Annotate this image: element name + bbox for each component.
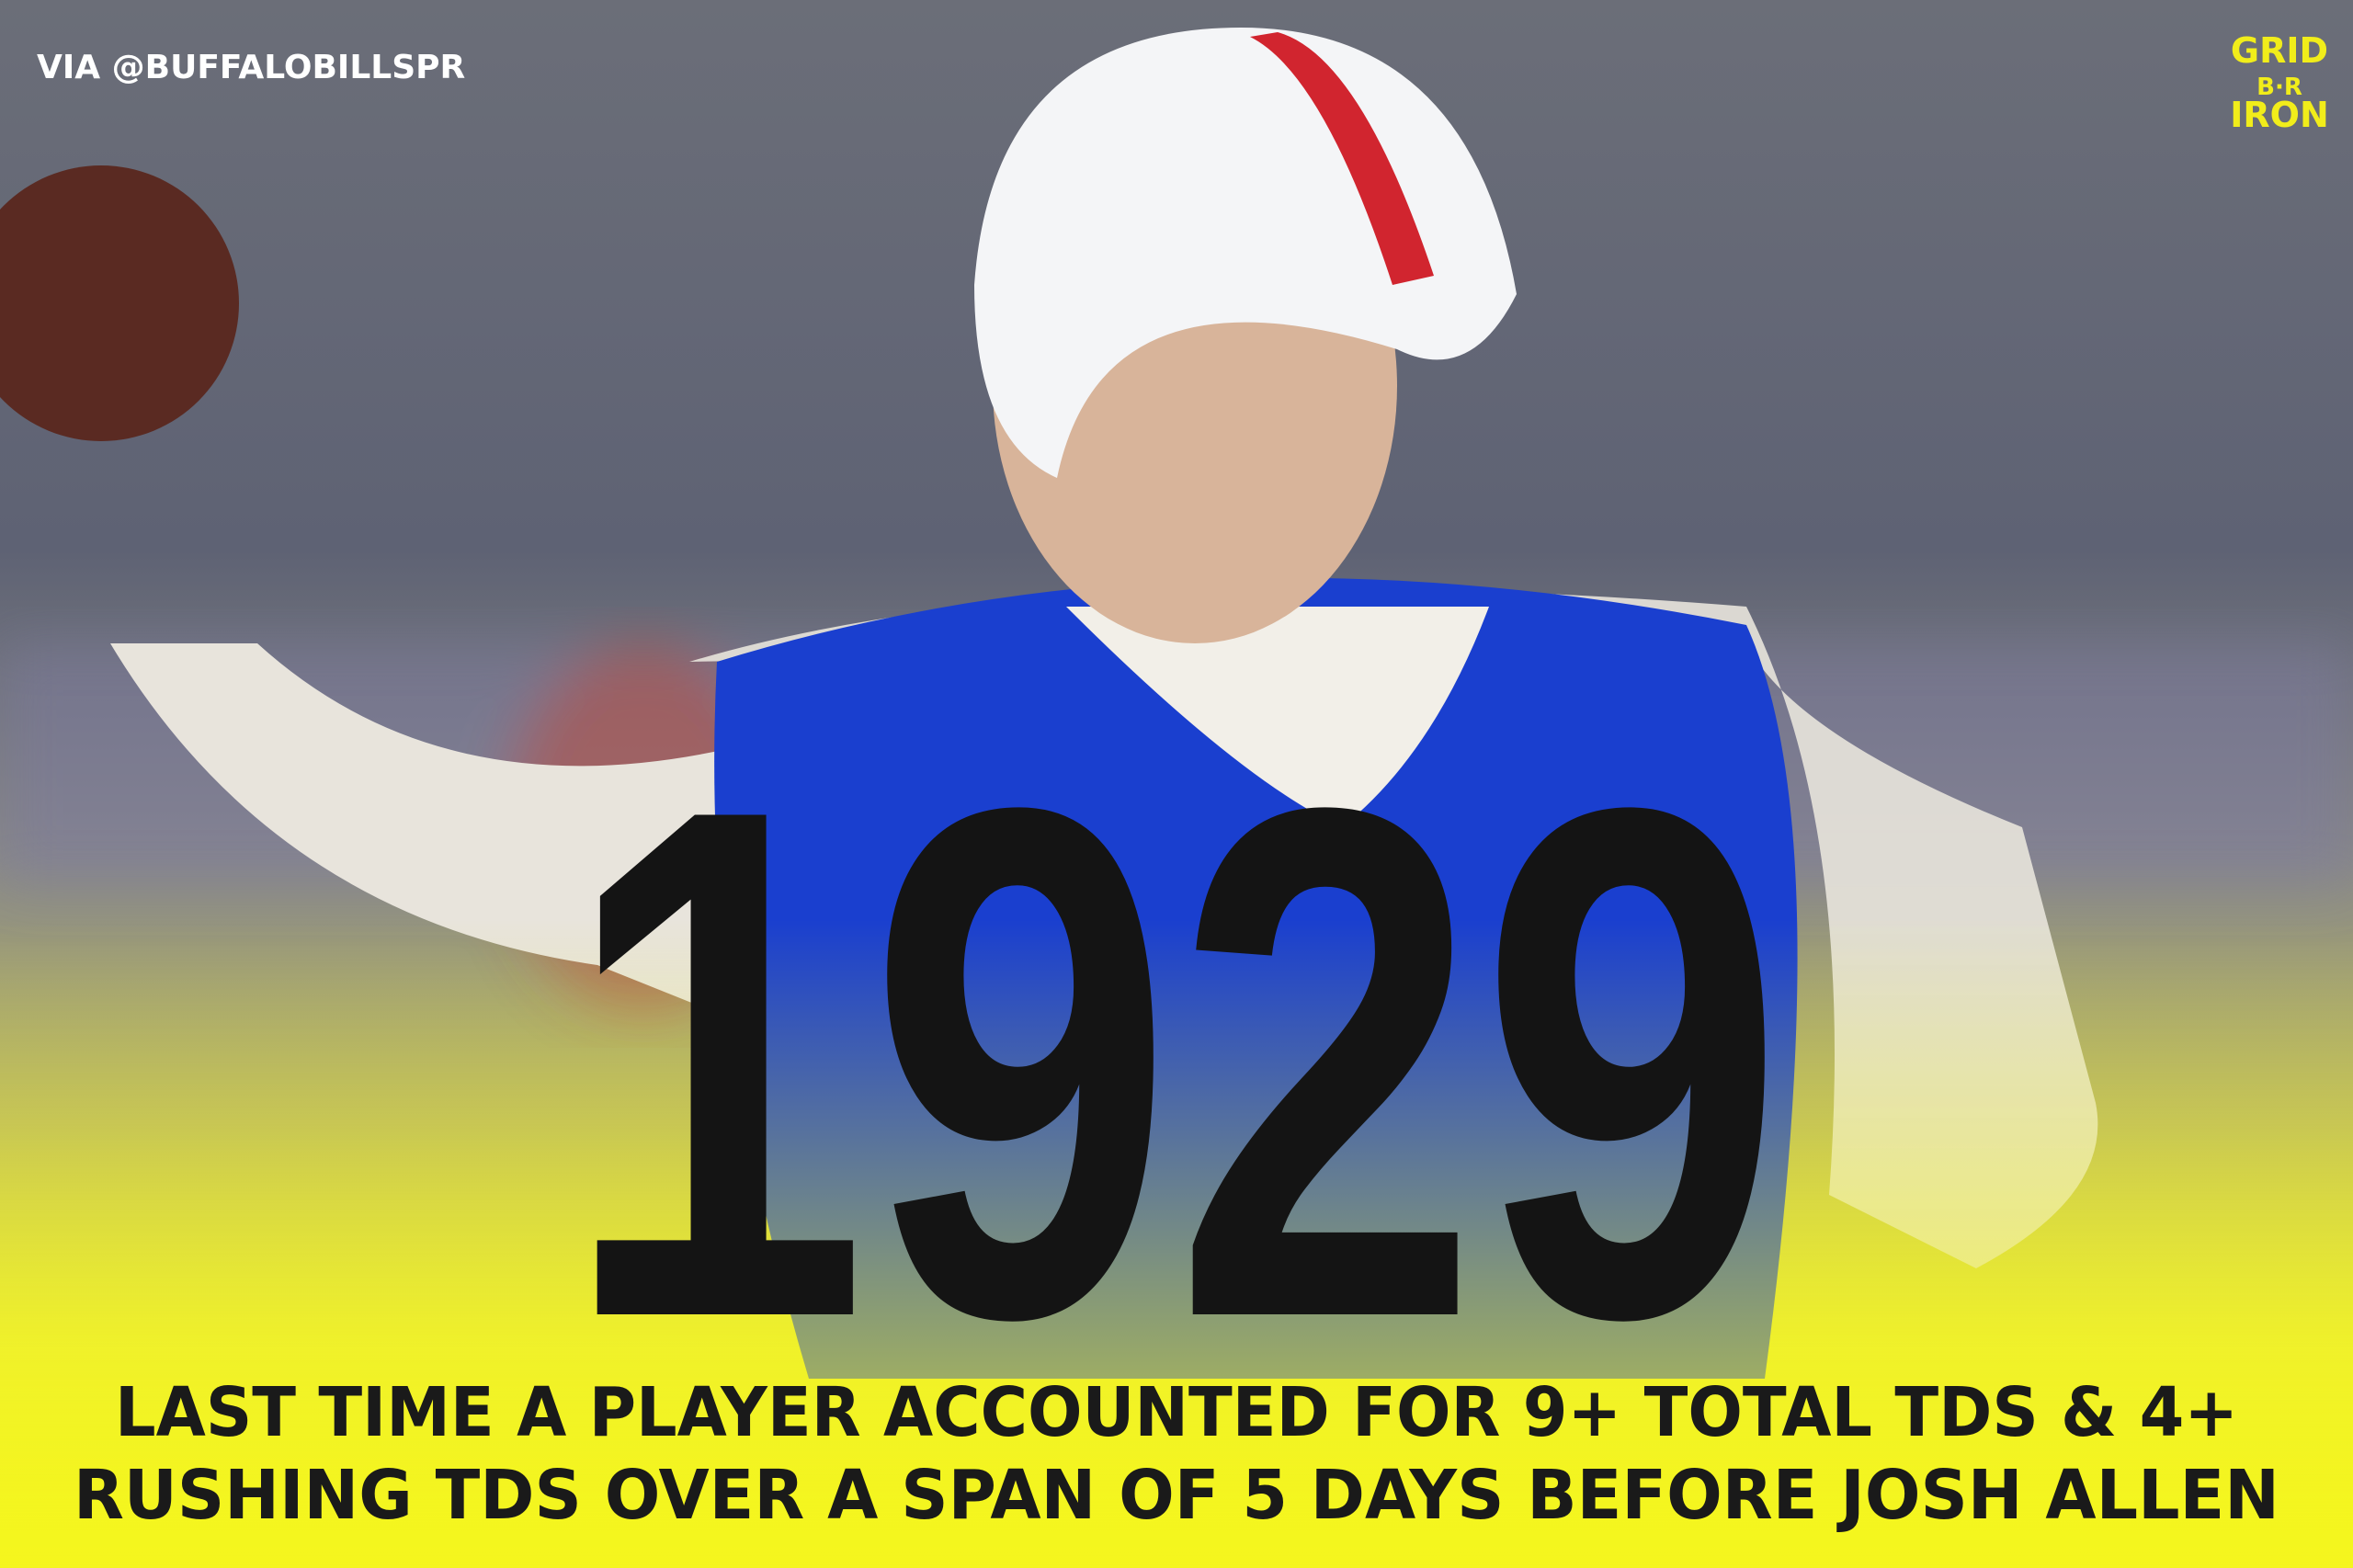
logo-line: B·R xyxy=(2256,74,2302,101)
caption-line: RUSHING TDS OVER A SPAN OF 5 DAYS BEFORE… xyxy=(74,1456,2279,1535)
headline: 1929 xyxy=(563,658,1785,1469)
credit: VIA @BUFFALOBILLSPR xyxy=(37,49,465,86)
logo: GRID B·R IRON xyxy=(2230,30,2329,135)
logo-line: IRON xyxy=(2230,95,2329,135)
yellow-fade xyxy=(0,919,2353,1568)
logo-line: GRID xyxy=(2231,30,2328,71)
football xyxy=(0,165,239,441)
caption-line: LAST TIME A PLAYER ACCOUNTED FOR 9+ TOTA… xyxy=(115,1373,2238,1452)
